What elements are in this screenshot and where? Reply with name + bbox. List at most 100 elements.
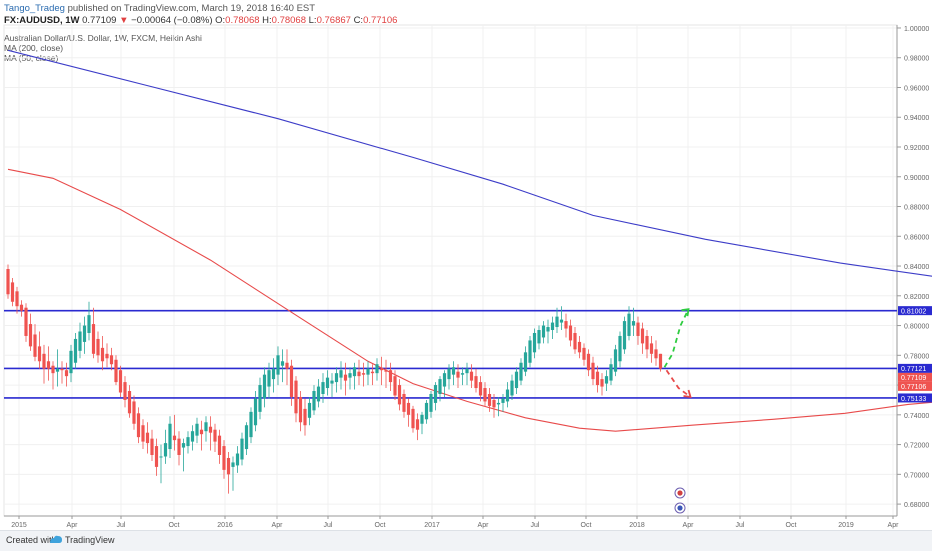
candle-body[interactable] [402, 393, 406, 412]
candle-body[interactable] [352, 367, 357, 377]
candle-body[interactable] [654, 349, 658, 359]
candle-body[interactable] [24, 307, 28, 336]
candle-body[interactable] [69, 350, 73, 374]
candle-body[interactable] [217, 435, 222, 455]
candle-body[interactable] [478, 382, 483, 396]
author-link[interactable]: Tango_Tradeg [4, 3, 65, 14]
candle-body[interactable] [591, 362, 595, 380]
ma50-line[interactable] [7, 168, 932, 432]
candle-body[interactable] [190, 431, 195, 442]
candle-body[interactable] [550, 322, 555, 331]
candle-body[interactable] [87, 315, 91, 333]
tradingview-logo-icon[interactable] [49, 534, 63, 546]
candle-body[interactable] [42, 353, 46, 369]
candle-body[interactable] [60, 368, 64, 371]
candle-body[interactable] [636, 322, 640, 336]
candle-body[interactable] [375, 364, 379, 374]
candle-body[interactable] [244, 425, 249, 450]
candle-body[interactable] [447, 368, 451, 380]
candle-body[interactable] [154, 446, 159, 467]
candle-body[interactable] [420, 414, 424, 424]
candle-body[interactable] [397, 385, 402, 405]
candle-body[interactable] [109, 355, 114, 365]
candle-body[interactable] [640, 328, 645, 344]
candle-body[interactable] [195, 423, 199, 436]
candle-body[interactable] [19, 304, 24, 311]
candle-body[interactable] [514, 371, 519, 389]
candle-body[interactable] [645, 335, 649, 350]
candle-body[interactable] [523, 352, 528, 372]
candle-body[interactable] [199, 429, 204, 435]
candle-body[interactable] [519, 362, 523, 381]
candle-body[interactable] [384, 370, 388, 372]
candle-body[interactable] [442, 373, 447, 387]
candle-body[interactable] [118, 370, 123, 393]
candle-body[interactable] [609, 364, 613, 381]
candle-body[interactable] [177, 438, 181, 455]
candle-body[interactable] [73, 338, 78, 363]
candle-body[interactable] [51, 365, 55, 374]
candle-body[interactable] [658, 353, 663, 369]
candle-body[interactable] [474, 376, 478, 389]
candle-body[interactable] [294, 380, 298, 414]
candle-body[interactable] [622, 321, 627, 350]
candle-body[interactable] [357, 371, 361, 377]
candle-body[interactable] [586, 353, 591, 371]
candle-body[interactable] [433, 385, 438, 403]
candle-body[interactable] [469, 371, 474, 381]
candle-body[interactable] [298, 396, 303, 423]
candle-body[interactable] [604, 376, 609, 384]
candle-body[interactable] [316, 386, 321, 402]
candle-body[interactable] [114, 359, 118, 383]
candle-body[interactable] [627, 313, 631, 336]
candle-body[interactable] [105, 353, 109, 359]
candle-body[interactable] [510, 380, 514, 396]
candle-body[interactable] [411, 408, 415, 429]
candle-body[interactable] [465, 368, 469, 374]
candle-body[interactable] [253, 398, 258, 426]
candle-body[interactable] [595, 371, 600, 386]
candle-body[interactable] [289, 365, 294, 397]
candle-body[interactable] [141, 425, 145, 442]
candle-body[interactable] [168, 423, 172, 450]
candle-body[interactable] [15, 291, 19, 307]
candle-body[interactable] [78, 331, 82, 351]
candle-body[interactable] [267, 370, 271, 387]
candle-body[interactable] [501, 398, 505, 403]
candle-body[interactable] [343, 374, 348, 381]
candle-body[interactable] [136, 413, 141, 438]
candle-body[interactable] [415, 419, 420, 430]
candle-body[interactable] [334, 373, 339, 383]
candle-body[interactable] [123, 382, 127, 400]
candle-body[interactable] [271, 368, 276, 380]
candle-body[interactable] [172, 435, 177, 441]
candle-body[interactable] [55, 368, 60, 372]
candle-body[interactable] [33, 334, 37, 357]
candle-body[interactable] [483, 388, 487, 402]
candle-body[interactable] [285, 362, 289, 369]
candle-body[interactable] [366, 368, 370, 375]
candle-body[interactable] [28, 324, 33, 347]
candle-body[interactable] [100, 347, 105, 362]
candle-body[interactable] [145, 432, 150, 444]
candle-body[interactable] [559, 319, 564, 323]
candle-body[interactable] [429, 393, 433, 412]
candle-body[interactable] [132, 401, 136, 424]
candle-body[interactable] [649, 343, 654, 354]
candle-body[interactable] [280, 361, 285, 366]
candle-body[interactable] [528, 340, 532, 363]
candle-body[interactable] [240, 438, 244, 460]
candle-body[interactable] [568, 325, 573, 341]
candle-body[interactable] [406, 402, 411, 415]
candle-body[interactable] [582, 347, 586, 360]
candle-body[interactable] [532, 332, 537, 353]
candle-body[interactable] [226, 457, 231, 475]
candle-body[interactable] [492, 399, 496, 408]
candle-body[interactable] [339, 370, 343, 378]
candle-body[interactable] [631, 321, 636, 326]
candle-body[interactable] [37, 346, 42, 362]
projection-up-arrow[interactable] [663, 308, 690, 368]
candle-body[interactable] [46, 361, 51, 369]
candle-body[interactable] [222, 446, 226, 470]
